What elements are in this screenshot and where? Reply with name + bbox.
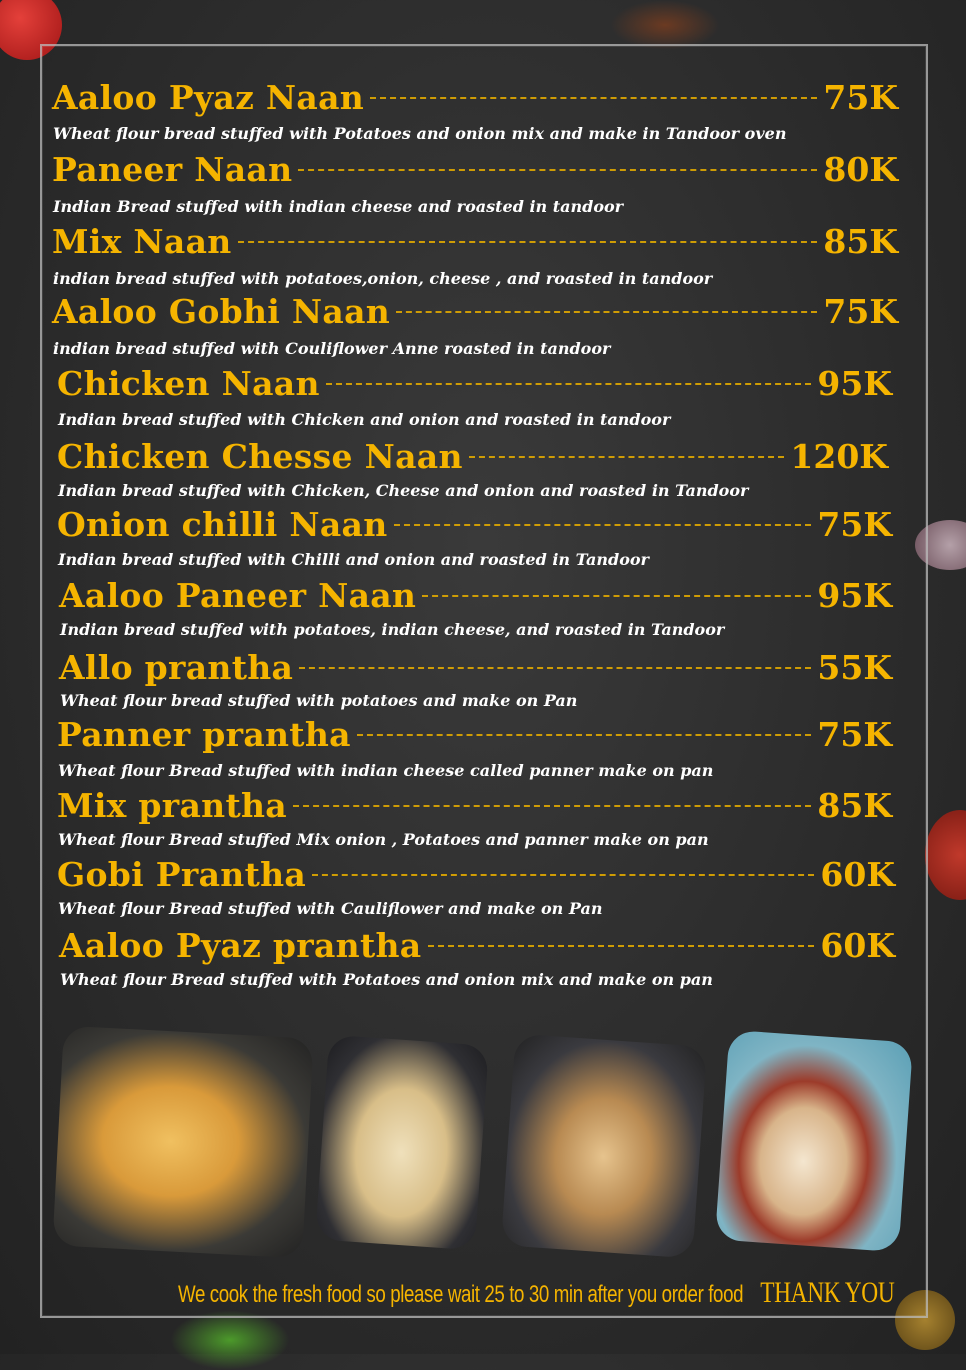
tomato-slice-decoration [925, 810, 966, 900]
chalk-frame [40, 44, 928, 1318]
photo-garlic-naan [315, 1034, 489, 1251]
menu-item: Mix Naan 85K [52, 222, 898, 261]
star-anise-decoration [610, 0, 720, 50]
item-name: Onion chilli Naan [57, 505, 388, 544]
photo-phulka-roti [714, 1029, 914, 1253]
menu-item: Onion chilli Naan 75K [57, 505, 892, 544]
item-name: Aaloo Pyaz prantha [59, 926, 422, 965]
menu-item: Paneer Naan 80K [52, 150, 898, 189]
menu-item: Aaloo Paneer Naan 95K [59, 576, 892, 615]
item-description: indian bread stuffed with Couliflower An… [53, 339, 611, 358]
menu-item: Chicken Naan 95K [57, 364, 892, 403]
item-description: Indian bread stuffed with Chilli and oni… [58, 550, 649, 569]
menu-item: Aaloo Gobhi Naan 75K [52, 292, 898, 331]
dotted-leader [427, 945, 815, 947]
dotted-leader [370, 97, 818, 99]
dotted-leader [325, 383, 812, 385]
item-name: Gobi Prantha [57, 855, 307, 894]
thank-you-text: THANK YOU [760, 1276, 895, 1309]
spices-decoration [895, 1290, 955, 1350]
item-description: Wheat flour Bread stuffed Mix onion , Po… [58, 830, 709, 849]
dotted-leader [312, 874, 815, 876]
item-description: Wheat flour Bread stuffed with Cauliflow… [58, 899, 603, 918]
onion-decoration [915, 520, 966, 570]
item-price: 55K [817, 648, 892, 687]
item-price: 120K [790, 437, 888, 476]
wait-notice: We cook the fresh food so please wait 25… [178, 1281, 744, 1308]
item-price: 75K [817, 505, 892, 544]
item-name: Chicken Naan [57, 364, 320, 403]
item-name: Aaloo Gobhi Naan [52, 292, 391, 331]
item-name: Mix prantha [57, 786, 287, 825]
item-name: Paneer Naan [52, 150, 293, 189]
item-description: Indian Bread stuffed with indian cheese … [53, 197, 624, 216]
item-description: Wheat flour bread stuffed with potatoes … [60, 691, 578, 710]
menu-item: Chicken Chesse Naan 120K [57, 437, 888, 476]
item-name: Aaloo Pyaz Naan [52, 78, 365, 117]
item-description: Indian bread stuffed with Chicken, Chees… [58, 481, 749, 500]
dotted-leader [393, 524, 812, 526]
item-name: Allo prantha [59, 648, 294, 687]
photo-stuffed-naan [52, 1025, 314, 1259]
menu-item: Allo prantha 55K [59, 648, 892, 687]
footer-note: We cook the fresh food so please wait 25… [178, 1276, 895, 1310]
dotted-leader [468, 456, 785, 458]
menu-item: Mix prantha 85K [57, 786, 892, 825]
item-name: Panner prantha [57, 715, 351, 754]
item-description: Indian bread stuffed with potatoes, indi… [60, 620, 725, 639]
herbs-decoration [170, 1310, 290, 1370]
item-price: 95K [817, 364, 892, 403]
item-price: 75K [823, 78, 898, 117]
item-description: Wheat flour Bread stuffed with indian ch… [58, 761, 714, 780]
item-name: Chicken Chesse Naan [57, 437, 463, 476]
item-description: Indian bread stuffed with Chicken and on… [58, 410, 671, 429]
dotted-leader [356, 734, 812, 736]
menu-item: Aaloo Pyaz Naan 75K [52, 78, 898, 117]
dotted-leader [422, 595, 812, 597]
item-price: 80K [823, 150, 898, 189]
menu-item: Gobi Prantha 60K [57, 855, 895, 894]
item-price: 85K [817, 786, 892, 825]
item-name: Mix Naan [52, 222, 232, 261]
menu-item: Panner prantha 75K [57, 715, 892, 754]
item-price: 75K [823, 292, 898, 331]
item-price: 60K [820, 926, 895, 965]
item-description: indian bread stuffed with potatoes,onion… [53, 269, 713, 288]
menu-item: Aaloo Pyaz prantha 60K [59, 926, 895, 965]
item-price: 75K [817, 715, 892, 754]
dotted-leader [396, 311, 818, 313]
dotted-leader [299, 667, 812, 669]
dotted-leader [292, 805, 812, 807]
item-price: 85K [823, 222, 898, 261]
item-price: 60K [820, 855, 895, 894]
dotted-leader [298, 169, 818, 171]
dotted-leader [237, 241, 818, 243]
item-description: Wheat flour bread stuffed with Potatoes … [53, 124, 787, 143]
item-description: Wheat flour Bread stuffed with Potatoes … [60, 970, 713, 989]
item-name: Aaloo Paneer Naan [59, 576, 417, 615]
photo-tandoori-roti [500, 1033, 708, 1259]
item-price: 95K [817, 576, 892, 615]
